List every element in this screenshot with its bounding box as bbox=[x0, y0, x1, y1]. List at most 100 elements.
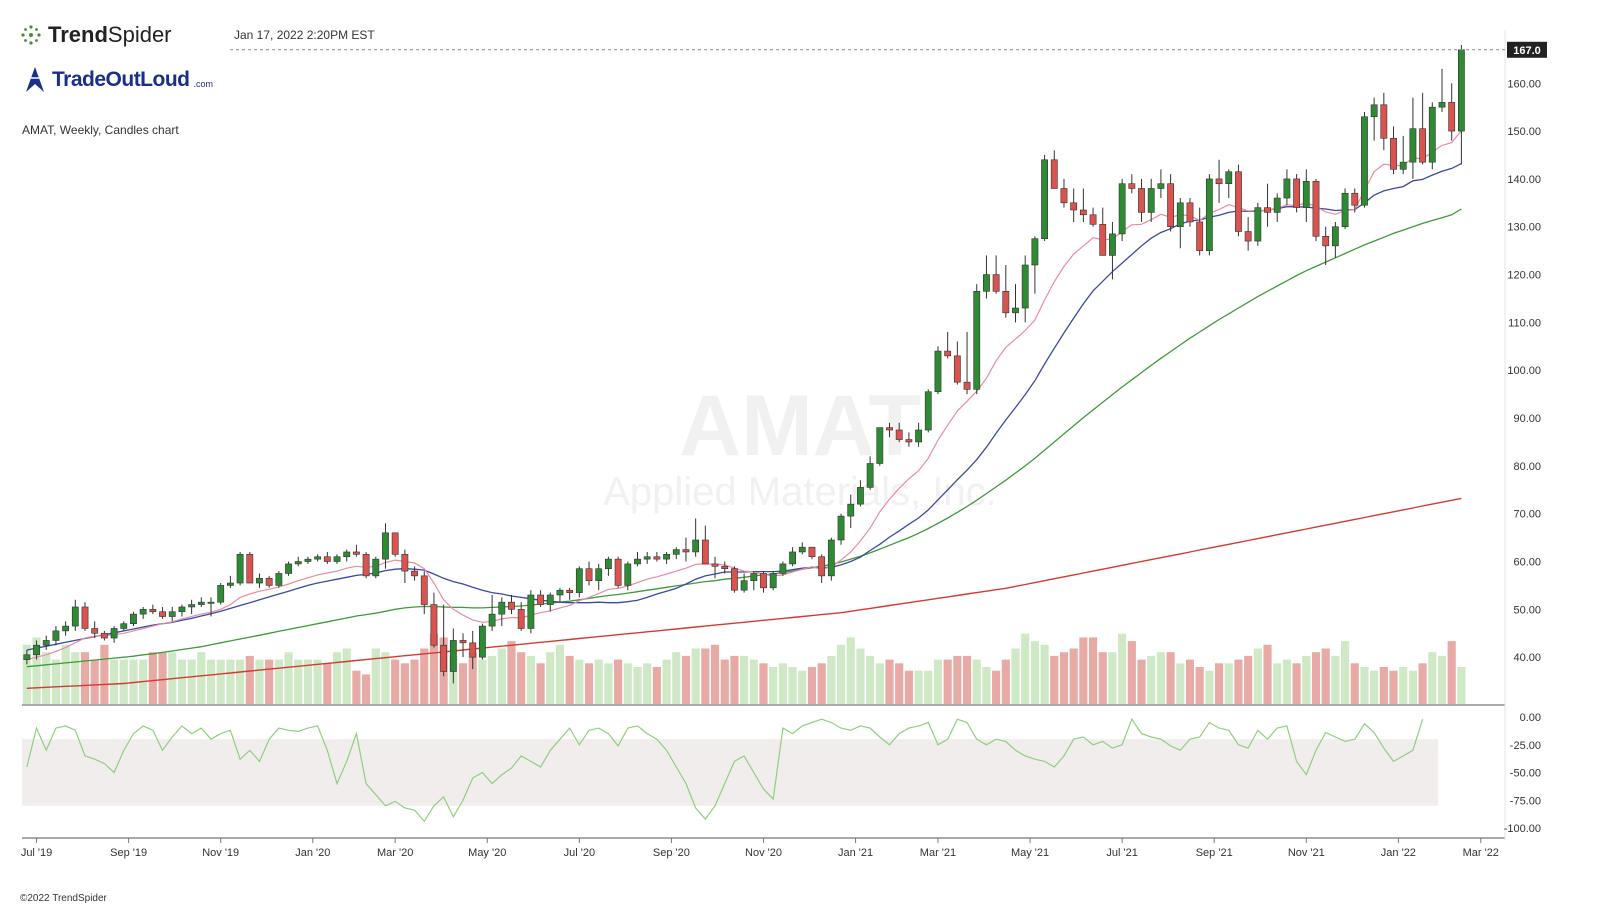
volume-bar bbox=[769, 667, 778, 704]
candle-down bbox=[1235, 171, 1242, 232]
candle-up bbox=[1254, 207, 1262, 242]
volume-bar bbox=[1224, 663, 1233, 704]
volume-bar bbox=[197, 652, 206, 704]
volume-bar bbox=[1205, 670, 1214, 704]
candle-up bbox=[983, 274, 990, 292]
volume-bar bbox=[643, 663, 652, 704]
volume-bar bbox=[400, 663, 409, 704]
volume-bar bbox=[933, 659, 943, 704]
volume-bar bbox=[807, 667, 817, 704]
last-price-box bbox=[1507, 41, 1547, 58]
candle-down bbox=[1060, 188, 1068, 204]
volume-bar bbox=[730, 655, 739, 704]
volume-bar bbox=[672, 652, 681, 704]
candle-up bbox=[866, 463, 874, 488]
volume-bar bbox=[1282, 659, 1291, 704]
candle-down bbox=[905, 439, 913, 443]
candle-up bbox=[275, 573, 283, 586]
price-tick-label: 100.00 bbox=[1507, 365, 1541, 377]
volume-bar bbox=[740, 655, 749, 704]
candle-down bbox=[1089, 214, 1097, 225]
trendspider-logo[interactable]: TrendSpider bbox=[20, 22, 172, 48]
candle-up bbox=[556, 589, 564, 596]
candle-up bbox=[488, 613, 496, 627]
volume-bar bbox=[1079, 637, 1088, 704]
oscillator-line bbox=[26, 717, 1424, 823]
brand-name-bold: Trend bbox=[48, 22, 108, 47]
candle-up bbox=[139, 609, 147, 615]
candle-down bbox=[401, 554, 409, 572]
candle-up bbox=[769, 573, 777, 589]
candle-down bbox=[1419, 128, 1427, 163]
volume-bar bbox=[303, 659, 313, 704]
volume-bar bbox=[1127, 641, 1136, 704]
price-tick-label: 90.00 bbox=[1513, 413, 1541, 425]
price-tick-label: 60.00 bbox=[1513, 557, 1541, 569]
volume-bar bbox=[236, 659, 245, 704]
volume-bar bbox=[1214, 663, 1224, 704]
price-tick-label: 120.00 bbox=[1507, 270, 1541, 282]
candle-down bbox=[1351, 192, 1359, 206]
date-tick-label: Jan '21 bbox=[838, 847, 873, 859]
ema-10-line bbox=[26, 130, 1462, 661]
copyright: ©2022 TrendSpider bbox=[20, 893, 107, 904]
volume-bar bbox=[1292, 663, 1301, 704]
candle-up bbox=[643, 556, 651, 560]
volume-bar bbox=[1040, 644, 1049, 704]
candle-up bbox=[847, 503, 855, 517]
volume-bar bbox=[866, 655, 875, 704]
candle-up bbox=[1041, 159, 1048, 239]
last-price-label: 167.0 bbox=[1513, 45, 1541, 57]
candle-down bbox=[1079, 209, 1087, 216]
candle-up bbox=[1409, 128, 1417, 163]
tradeoutloud-logo: TradeOutLoud .com bbox=[22, 64, 213, 96]
oscillator-line bbox=[26, 717, 1424, 823]
candle-down bbox=[682, 549, 690, 553]
candle-up bbox=[449, 640, 457, 672]
volume-bar bbox=[42, 652, 51, 704]
date-tick-label: Nov '21 bbox=[1288, 847, 1325, 859]
candle-up bbox=[1118, 183, 1126, 235]
last-price-marker: 167.0 bbox=[230, 41, 1547, 58]
volume-bar bbox=[1399, 667, 1408, 704]
candle-up bbox=[1331, 226, 1339, 247]
volume-bar bbox=[1050, 655, 1059, 704]
volume-bar bbox=[391, 659, 400, 704]
candle-up bbox=[1273, 197, 1281, 213]
candle-up bbox=[1157, 183, 1165, 189]
oscillator-tick-label: -100.00 bbox=[1504, 823, 1541, 835]
price-tick-label: 110.00 bbox=[1508, 317, 1541, 329]
candle-up bbox=[217, 585, 225, 603]
candle-up bbox=[1225, 171, 1233, 184]
sma-20-line bbox=[26, 163, 1462, 651]
volume-bar bbox=[32, 637, 41, 704]
candle-up bbox=[498, 601, 506, 615]
candle-up bbox=[798, 546, 806, 553]
volume-bar bbox=[1244, 655, 1253, 704]
tradeoutloud-text: TradeOutLoud bbox=[52, 68, 190, 91]
price-tick-label: 80.00 bbox=[1513, 461, 1541, 473]
candle-down bbox=[963, 381, 971, 390]
candle-up bbox=[285, 563, 292, 574]
volume-bar bbox=[875, 663, 884, 704]
candle-up bbox=[779, 563, 787, 574]
volume-bar bbox=[22, 644, 31, 704]
candle-down bbox=[711, 563, 719, 567]
candle-down bbox=[818, 556, 826, 577]
volume-bar bbox=[119, 659, 128, 704]
volume-bar bbox=[352, 670, 361, 704]
volume-bar bbox=[1137, 659, 1146, 704]
volume-bar bbox=[468, 652, 477, 704]
candle-down bbox=[585, 568, 593, 581]
candle-up bbox=[1031, 238, 1039, 266]
candle-down bbox=[1312, 181, 1320, 237]
candle-down bbox=[886, 427, 893, 431]
candle-down bbox=[508, 601, 515, 610]
candle-up bbox=[1205, 178, 1213, 251]
volume-bar bbox=[836, 644, 846, 704]
volume-bar bbox=[701, 648, 710, 704]
candle-up bbox=[188, 604, 196, 608]
volume-bar bbox=[110, 659, 119, 704]
volume-bar bbox=[759, 663, 768, 704]
